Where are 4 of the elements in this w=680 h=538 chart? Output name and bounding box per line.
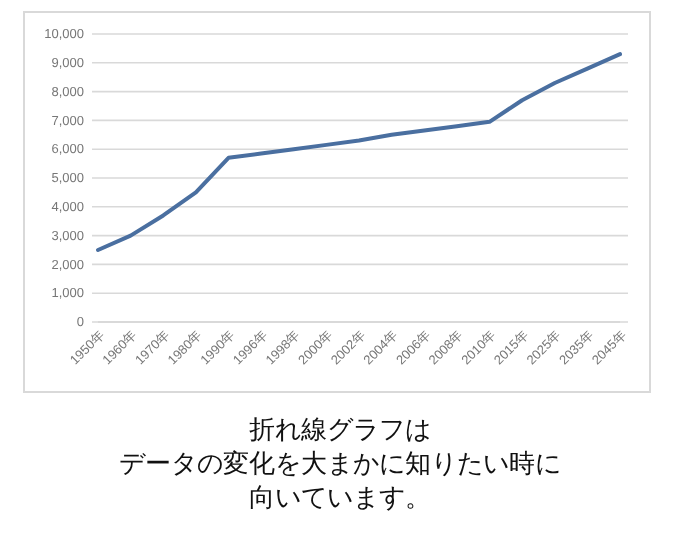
- line-series: [96, 52, 622, 252]
- text: 折れ線グラフは: [249, 416, 431, 446]
- text: データの変化を大まかに知りたい時に: [119, 448, 561, 480]
- text: 向いています。: [249, 484, 431, 514]
